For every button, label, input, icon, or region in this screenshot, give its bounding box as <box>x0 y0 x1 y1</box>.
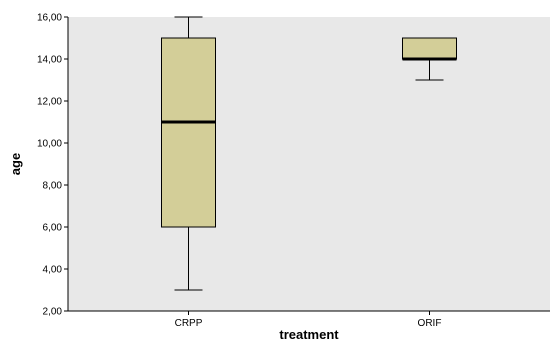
plot-area <box>68 17 550 311</box>
y-tick-label: 6,00 <box>43 223 63 234</box>
y-tick-label: 10,00 <box>37 139 62 150</box>
y-tick-label: 14,00 <box>37 55 62 66</box>
x-tick-label: CRPP <box>175 318 203 329</box>
y-tick-label: 16,00 <box>37 13 62 24</box>
x-axis: CRPP ORIF <box>68 310 550 329</box>
y-tick-label: 4,00 <box>43 265 63 276</box>
iqr-box <box>161 37 216 228</box>
y-tick-label: 2,00 <box>43 307 63 318</box>
box-orif <box>402 37 457 81</box>
y-axis-title: age <box>8 153 23 175</box>
y-tick-label: 8,00 <box>43 181 63 192</box>
y-tick-label: 12,00 <box>37 97 62 108</box>
iqr-box <box>402 37 457 60</box>
x-tick-label: ORIF <box>418 318 442 329</box>
x-axis-title: treatment <box>279 327 339 342</box>
box-crpp <box>161 16 216 291</box>
y-axis: 2,00 4,00 6,00 8,00 10,00 12,00 14,00 16,00 <box>37 13 69 318</box>
boxes-layer <box>161 16 457 291</box>
